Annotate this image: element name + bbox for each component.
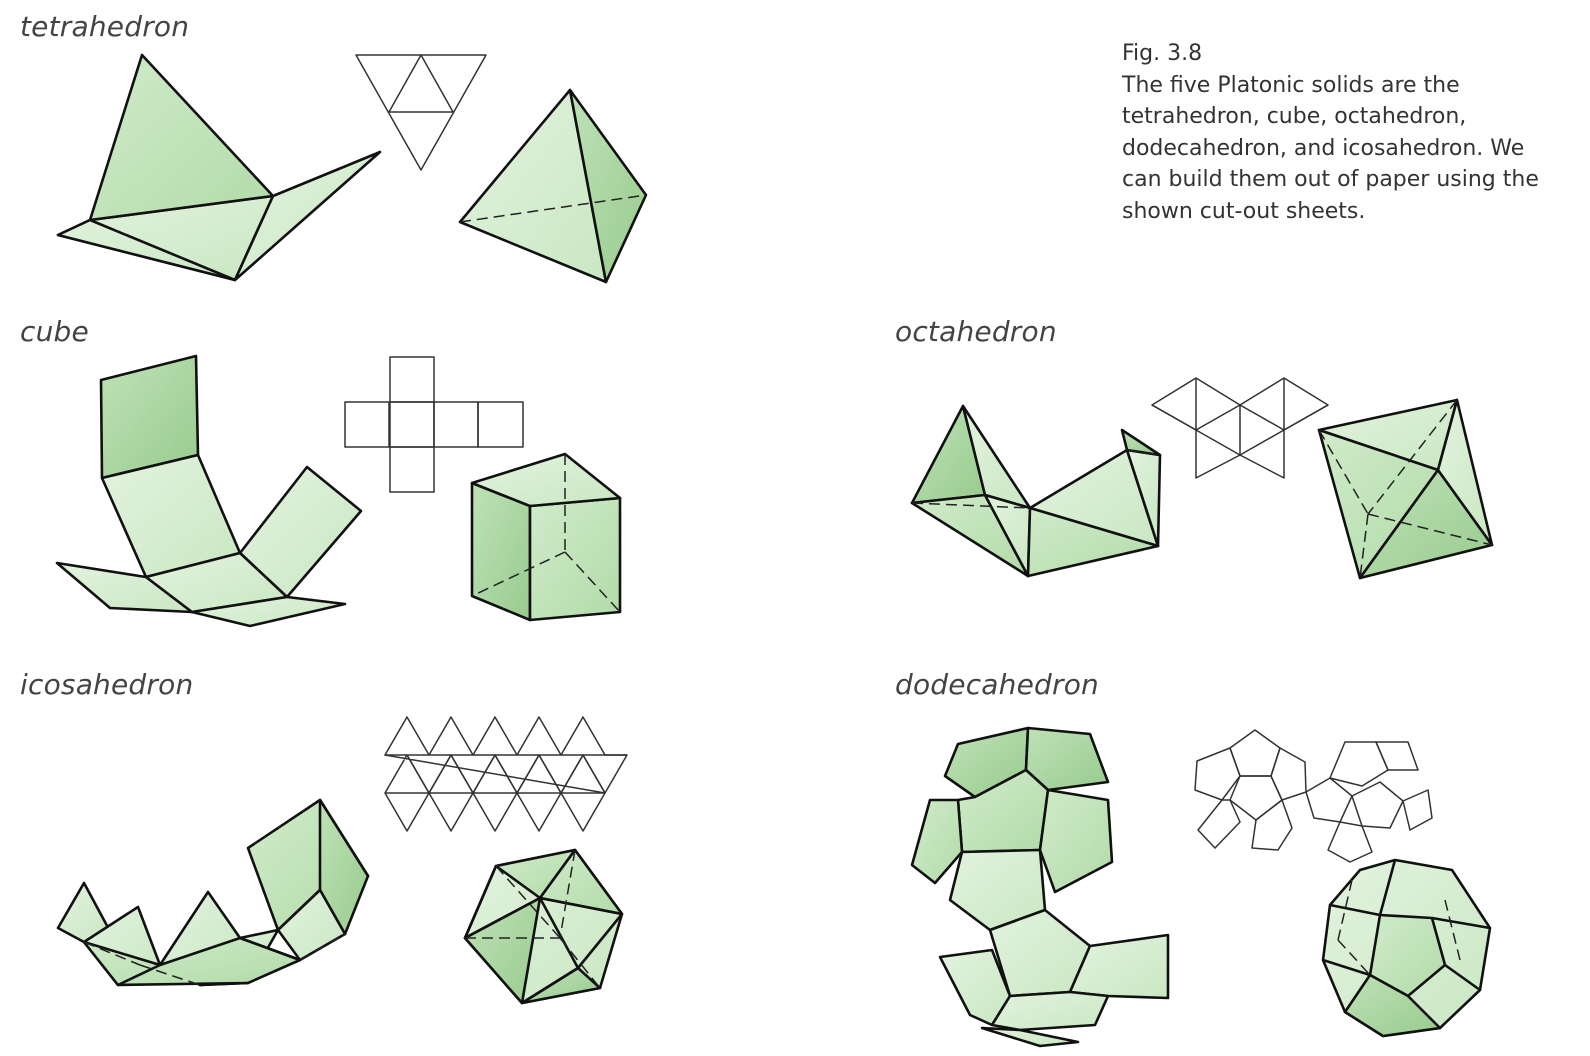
- octahedron-net: [1151, 377, 1329, 479]
- figure-caption: Fig. 3.8 The five Platonic solids are th…: [1122, 38, 1582, 227]
- dodecahedron-unfolded-model: [910, 726, 1170, 1048]
- octahedron-unfolded-model: [910, 404, 1162, 578]
- dodecahedron-label: dodecahedron: [895, 668, 1099, 701]
- cube-label: cube: [20, 315, 89, 348]
- caption-line-4: can build them out of paper using the: [1122, 167, 1539, 192]
- dodecahedron-assembled: [1321, 858, 1492, 1038]
- icosahedron-assembled: [463, 848, 624, 1005]
- caption-line-1: The five Platonic solids are the: [1122, 72, 1460, 98]
- dodecahedron-net: [1194, 729, 1433, 863]
- icosahedron-unfolded-model: [56, 798, 370, 987]
- figure-number: Fig. 3.8: [1122, 41, 1203, 66]
- tetrahedron-label: tetrahedron: [20, 10, 190, 43]
- icosahedron-net: [384, 716, 628, 832]
- octahedron-label: octahedron: [895, 315, 1057, 348]
- caption-line-3: dodecahedron, and icosahedron. We: [1122, 135, 1525, 161]
- tetrahedron-net: [355, 54, 487, 171]
- icosahedron-label: icosahedron: [20, 668, 194, 701]
- cube-unfolded-model: [55, 354, 363, 628]
- caption-line-2: tetrahedron, cube, octahedron,: [1122, 104, 1467, 129]
- cube-net: [344, 356, 524, 493]
- caption-line-5: shown cut-out sheets.: [1122, 198, 1366, 224]
- tetrahedron-unfolded-model: [56, 53, 382, 282]
- cube-assembled: [470, 452, 622, 622]
- octahedron-assembled: [1317, 398, 1494, 580]
- tetrahedron-assembled: [458, 88, 648, 284]
